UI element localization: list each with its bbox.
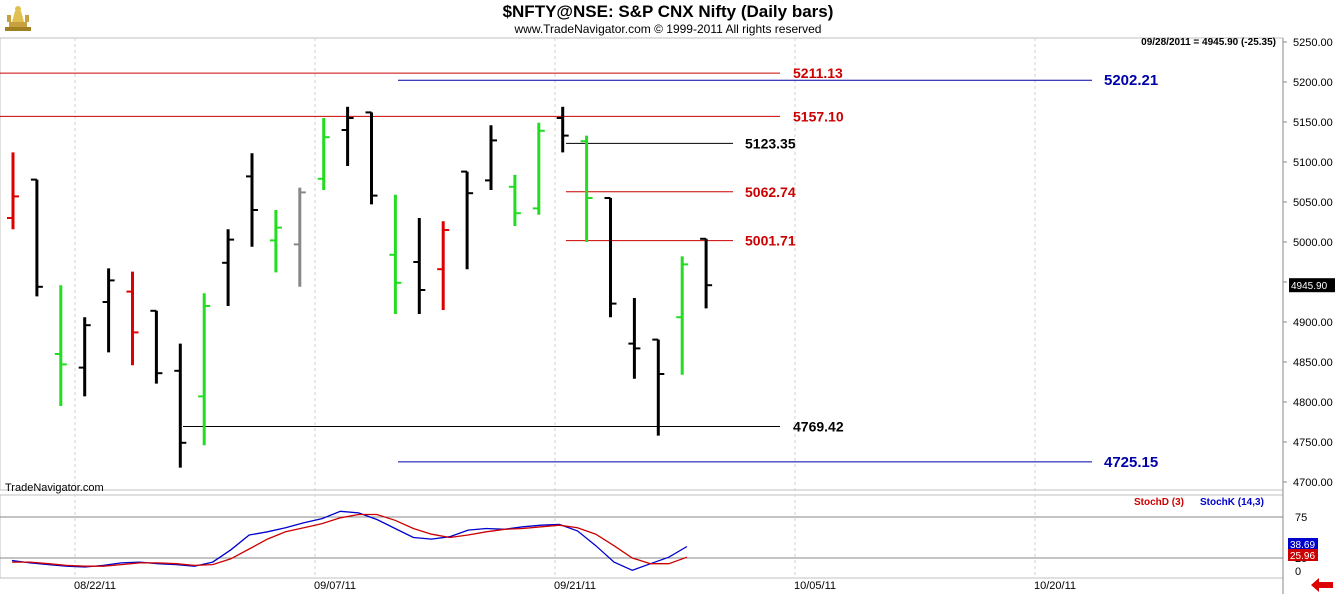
x-tick-label: 10/20/11 [1034,580,1076,592]
level-label: 5001.71 [745,233,796,249]
y-tick-label: 5050.00 [1293,197,1333,209]
x-tick-label: 09/07/11 [314,580,356,592]
trophy-logo-icon [3,3,33,33]
y-tick-label: 4700.00 [1293,477,1333,489]
copyright-notice: www.TradeNavigator.com © 1999-2011 All r… [514,22,822,36]
x-tick-label: 08/22/11 [74,580,116,592]
y-tick-label: 5150.00 [1293,117,1333,129]
stoch-y-tick-label: 75 [1295,512,1307,524]
chart-title: $NFTY@NSE: S&P CNX Nifty (Daily bars) [502,2,834,21]
y-tick-label: 5100.00 [1293,157,1333,169]
watermark: TradeNavigator.com [5,482,104,494]
price-readout: 09/28/2011 = 4945.90 (-25.35) [1141,37,1276,48]
scroll-left-arrow-icon[interactable] [1311,578,1333,592]
stoch-series-line [11,510,688,572]
y-tick-label: 4800.00 [1293,397,1333,409]
y-tick-label: 4750.00 [1293,437,1333,449]
last-price-box [1289,278,1335,293]
level-label: 5211.13 [793,65,843,81]
stoch-series-line [12,513,688,567]
stochk-value-label: 38.69 [1290,540,1315,551]
stoch-y-tick-label: 0 [1295,566,1301,578]
x-tick-label: 10/05/11 [794,580,836,592]
stochd-value-box [1288,549,1318,561]
level-label: 5157.10 [793,108,844,124]
stochk-value-box [1288,538,1318,550]
last-price-label: 4945.90 [1291,281,1328,292]
level-label: 5202.21 [1104,72,1158,89]
stochk-legend: StochK (14,3) [1200,497,1264,508]
y-tick-label: 5000.00 [1293,237,1333,249]
stochd-legend: StochD (3) [1134,497,1184,508]
level-label: 5062.74 [745,184,796,200]
x-tick-label: 09/21/11 [554,580,596,592]
level-label: 5123.35 [745,135,796,151]
price-pane [0,37,1284,491]
level-label: 4769.42 [793,418,844,434]
y-tick-label: 5200.00 [1293,77,1333,89]
y-tick-label: 5250.00 [1293,37,1333,49]
y-tick-label: 4900.00 [1293,317,1333,329]
level-label: 4725.15 [1104,454,1158,471]
stochd-value-label: 25.96 [1290,551,1315,562]
y-tick-label: 4850.00 [1293,357,1333,369]
